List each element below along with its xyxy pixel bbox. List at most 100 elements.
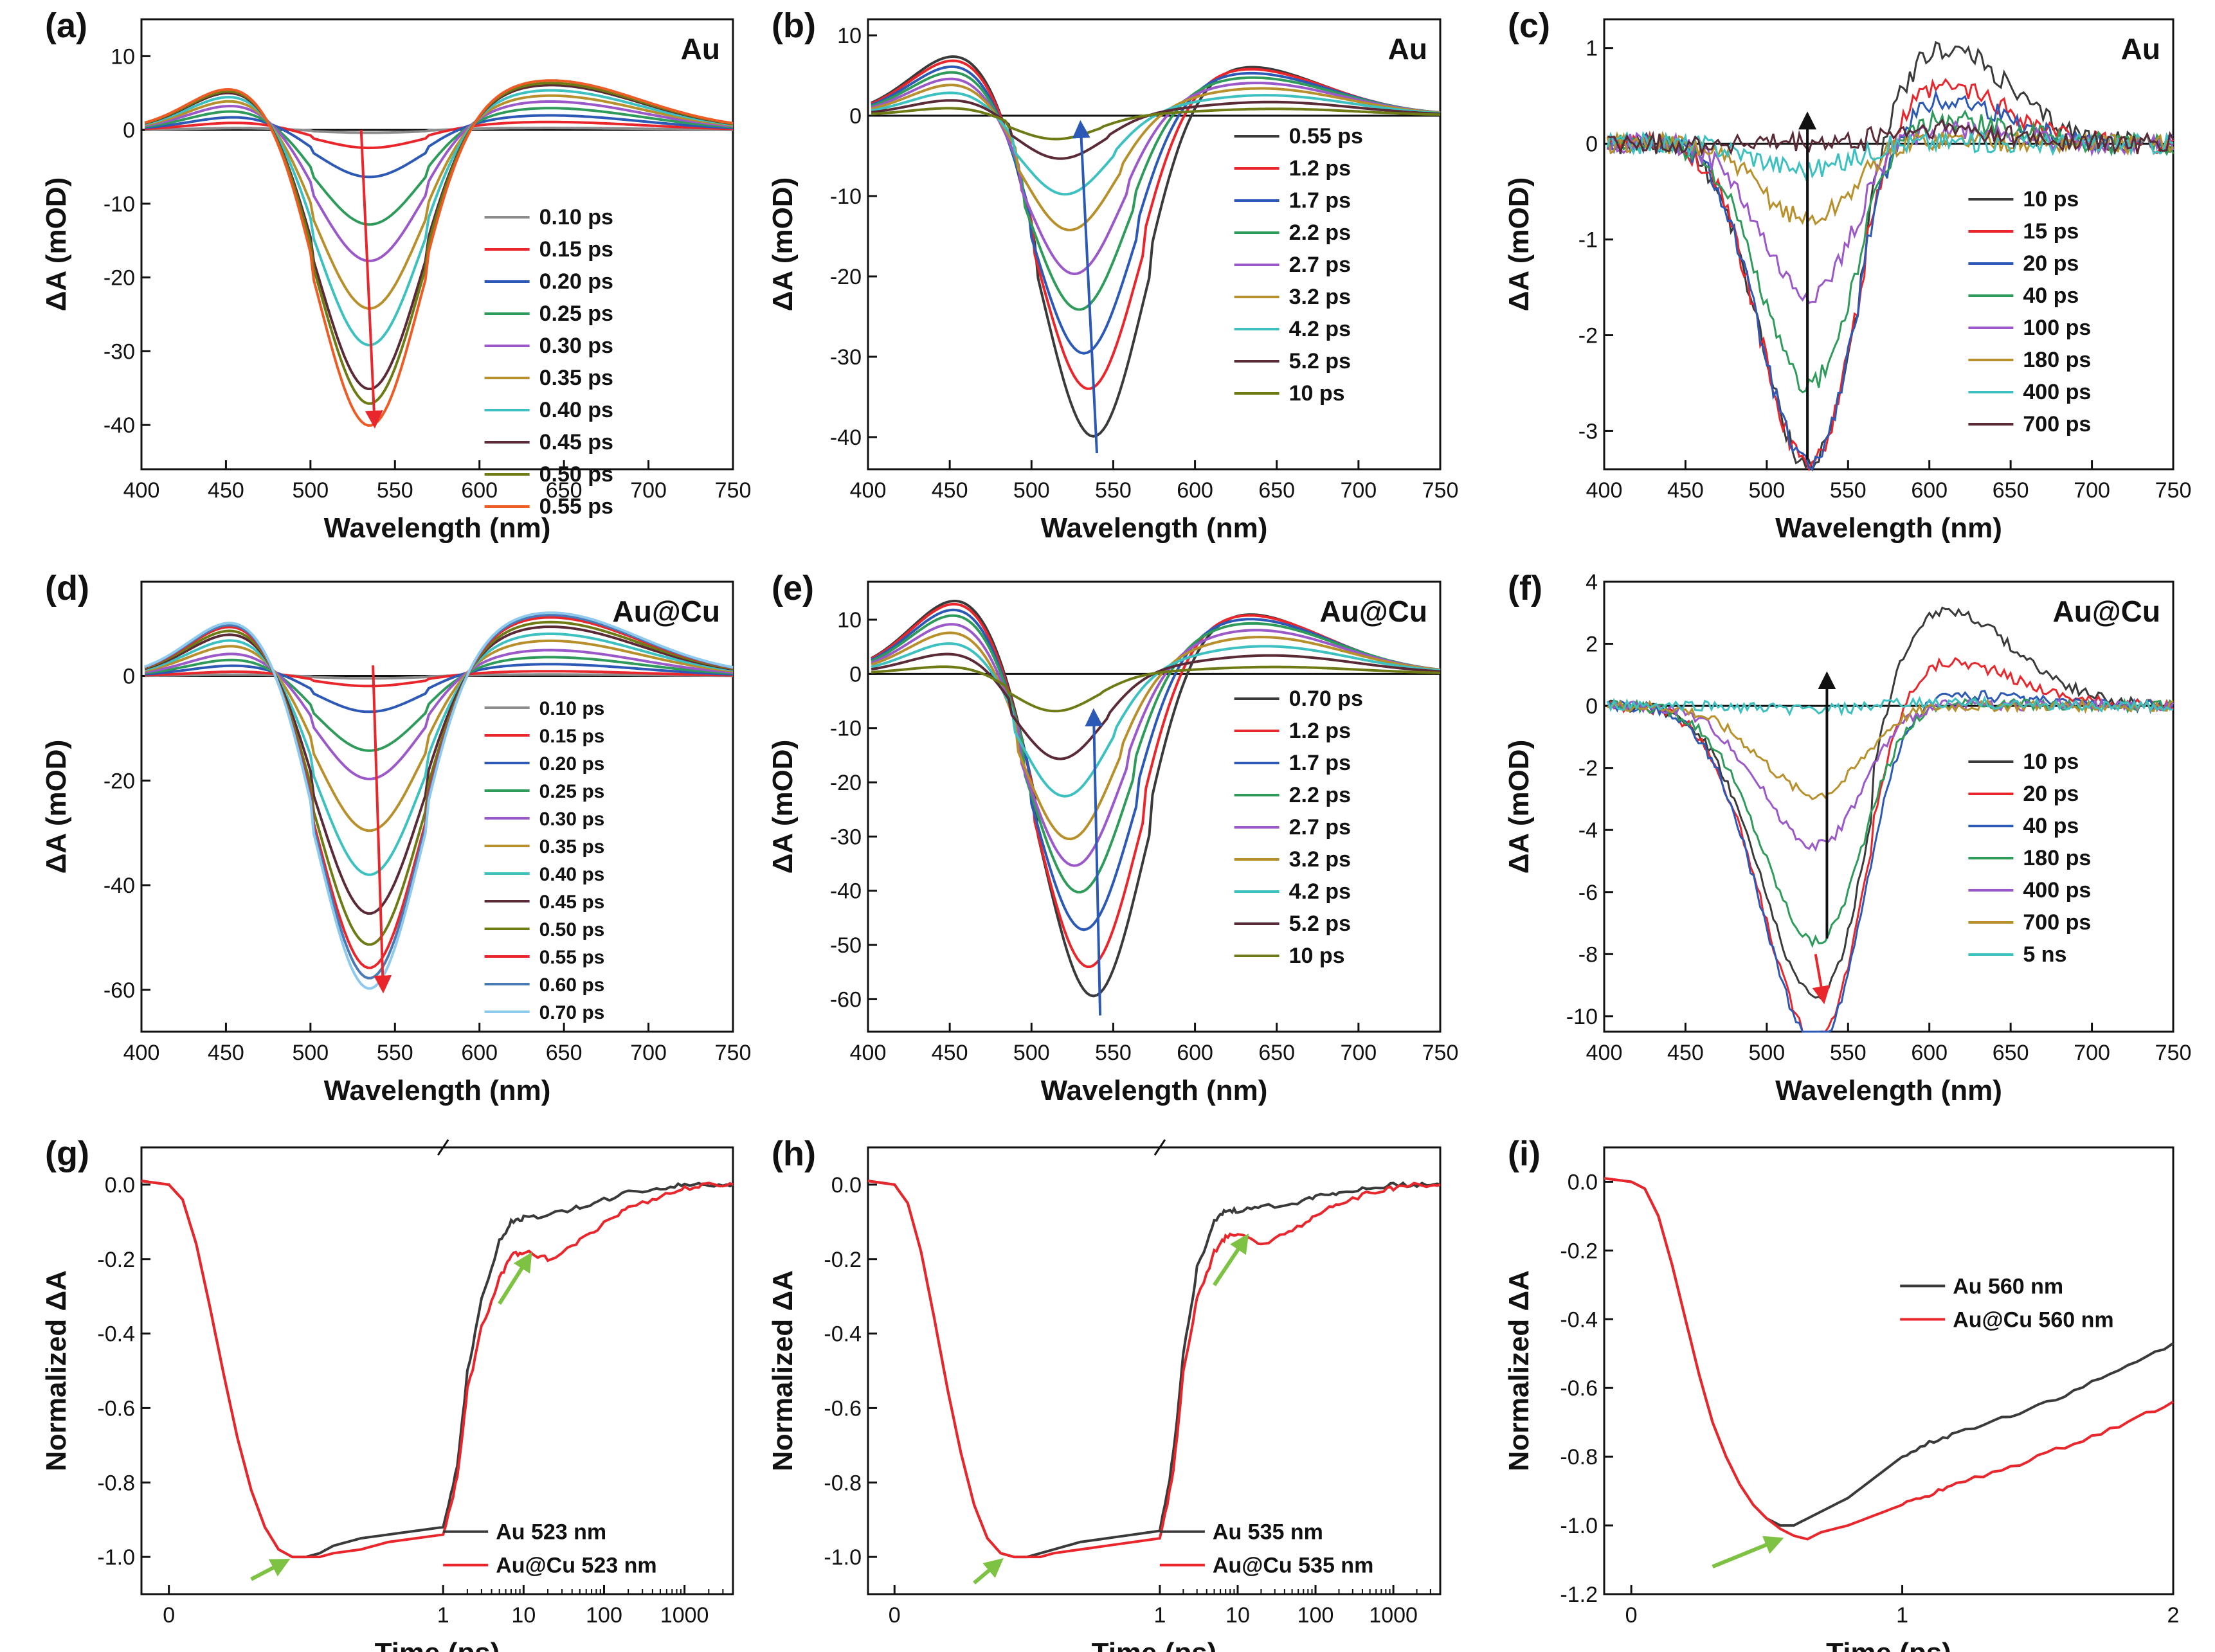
legend-entry: 40 ps	[2023, 814, 2079, 838]
series-group	[1606, 606, 2174, 1033]
x-tick-label: 750	[1422, 478, 1459, 503]
legend-entry: Au 535 nm	[1213, 1520, 1323, 1545]
x-tick-label: 550	[1095, 478, 1132, 503]
x-tick-label: 700	[630, 478, 667, 503]
x-tick-label: 650	[1258, 1041, 1295, 1065]
series-group	[871, 600, 1441, 998]
legend-entry: 0.15 ps	[539, 726, 605, 747]
y-axis-label: ΔA (mOD)	[767, 177, 799, 311]
plot-frame	[1603, 580, 2174, 1033]
legend-entry: Au 560 nm	[1953, 1274, 2063, 1298]
y-axis-label: ΔA (mOD)	[767, 740, 799, 874]
series-line	[871, 107, 1441, 141]
y-tick-label: -40	[830, 879, 862, 904]
x-axis-label: Time (ps)	[375, 1637, 500, 1652]
y-tick-label: -0.6	[97, 1396, 135, 1421]
x-tick-label: 400	[1586, 478, 1623, 503]
series-line	[145, 663, 734, 714]
panel-i: 0.0 -0.2 -0.4 -0.6 -0.8 -1.0 -1.2 0 1 2 Time (ps) N…	[1503, 1135, 2179, 1652]
series-group	[871, 55, 1441, 438]
y-tick-label: -1.0	[1560, 1514, 1598, 1538]
y-tick-label: 10	[837, 608, 862, 633]
y-tick-label: -0.8	[97, 1471, 135, 1495]
legend-entry: Au@Cu 535 nm	[1213, 1554, 1373, 1578]
legend-entry: 20 ps	[2023, 251, 2079, 276]
legend-entry: 180 ps	[2023, 846, 2091, 870]
series-line	[144, 79, 734, 427]
x-tick-label: 600	[1911, 1041, 1948, 1065]
series-line	[145, 127, 733, 134]
panel-label: (e)	[772, 569, 814, 607]
legend-entry: 5.2 ps	[1289, 349, 1351, 373]
panel-g: 0.0 -0.2 -0.4 -0.6 -0.8 -1.0 0 1 10 100 1000 Time (…	[41, 1135, 734, 1652]
plot-frame	[867, 18, 1442, 471]
legend-entry: Au@Cu 560 nm	[1953, 1307, 2113, 1332]
x-tick-label: 450	[1667, 1041, 1704, 1065]
series-line	[1606, 656, 2174, 1033]
panel-label: (b)	[772, 6, 816, 45]
x-tick-label: 0	[163, 1603, 175, 1628]
highlight-arrow	[498, 1252, 532, 1305]
series-line	[145, 114, 734, 179]
x-tick-label: 650	[546, 478, 583, 503]
panel-a: 10 0 -10 -20 -30 -40 400 450 500 550 600 650 700 750 W…	[41, 6, 751, 544]
x-tick-label: 10	[1225, 1603, 1250, 1628]
series-line	[871, 600, 1441, 998]
y-tick-label: 10	[111, 44, 135, 69]
legend-entry: 0.30 ps	[539, 809, 605, 830]
x-tick-label: 600	[461, 1041, 498, 1065]
legend-entry: 0.40 ps	[539, 864, 605, 885]
series-line	[1606, 697, 2174, 852]
y-tick-label: -0.4	[97, 1322, 135, 1347]
legend-entry: 0.55 ps	[539, 947, 605, 968]
plot-frame	[140, 18, 734, 471]
x-tick-label: 100	[586, 1603, 622, 1628]
highlight-arrow	[1213, 1234, 1249, 1286]
x-tick-label: 550	[377, 478, 413, 503]
legend-entry: 20 ps	[2023, 782, 2079, 806]
y-tick-label: 0	[849, 662, 862, 687]
legend-entry: 10 ps	[1289, 381, 1345, 406]
panel-label: (i)	[1508, 1135, 1541, 1173]
series-line	[871, 71, 1441, 311]
y-tick-label: -6	[1578, 881, 1598, 905]
y-tick-label: -0.8	[824, 1471, 862, 1495]
x-tick-label: 1	[1153, 1603, 1166, 1628]
series-line	[144, 625, 734, 915]
series-line	[871, 614, 1441, 893]
highlight-arrow	[250, 1559, 291, 1581]
x-axis-label: Wavelength (nm)	[1775, 1075, 2002, 1106]
x-tick-label: 450	[208, 478, 244, 503]
x-tick-label: 1	[437, 1603, 449, 1628]
trend-arrow	[372, 665, 392, 994]
series-line	[144, 639, 734, 832]
series-line	[144, 100, 734, 262]
legend-entry: 40 ps	[2023, 283, 2079, 308]
panel-title: Au	[681, 32, 720, 66]
x-axis-label: Wavelength (nm)	[1041, 512, 1268, 544]
x-tick-label: 400	[850, 1041, 887, 1065]
y-axis-label: Normalized ΔA	[41, 1270, 72, 1471]
series-line	[1607, 120, 2174, 304]
plot-frame	[867, 1146, 1442, 1595]
y-axis-label: ΔA (mOD)	[41, 177, 72, 311]
x-axis-label: Wavelength (nm)	[324, 512, 551, 544]
panel-h: 0.0 -0.2 -0.4 -0.6 -0.8 -1.0 0 1 10 100 1000 Time (…	[767, 1135, 1442, 1652]
x-tick-label: 0	[1625, 1603, 1638, 1628]
y-tick-label: -2	[1578, 757, 1598, 781]
series-line	[144, 611, 734, 990]
legend-entry: 0.10 ps	[539, 205, 613, 229]
x-tick-label: 750	[715, 1041, 752, 1065]
legend: 10 ps 15 ps 20 ps 40 ps 100 ps 180 ps 400 ps 70…	[1968, 187, 2091, 436]
panel-label: (d)	[45, 569, 89, 607]
y-tick-label: 0	[1586, 132, 1598, 157]
x-tick-label: 750	[1422, 1041, 1459, 1065]
legend-entry: 0.45 ps	[539, 892, 605, 913]
legend-entry: 15 ps	[2023, 219, 2079, 244]
y-tick-label: -4	[1578, 818, 1598, 843]
y-tick-label: 0	[849, 104, 862, 129]
x-tick-label: 100	[1297, 1603, 1334, 1628]
x-tick-label: 700	[2074, 1041, 2110, 1065]
x-tick-label: 500	[1013, 1041, 1050, 1065]
series-line	[867, 1180, 1441, 1559]
